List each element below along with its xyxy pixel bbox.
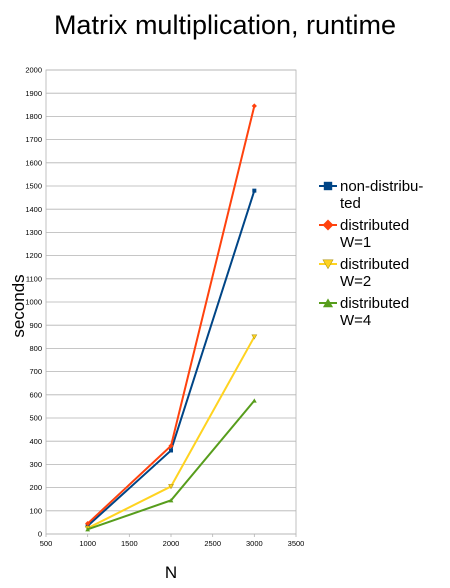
series-2	[85, 103, 257, 527]
data-point	[251, 103, 257, 109]
data-point	[168, 443, 174, 449]
y-tick-label: 2000	[25, 66, 42, 75]
series-line	[86, 190, 256, 527]
legend-item: distributed W=4	[318, 295, 448, 329]
legend-swatch	[319, 298, 337, 308]
y-tick-label: 900	[29, 321, 42, 330]
series-line	[86, 105, 256, 525]
data-point	[168, 498, 174, 503]
plot-area-border	[45, 69, 297, 535]
y-tick-label: 1900	[25, 89, 42, 98]
y-tick-label: 500	[29, 414, 42, 423]
legend-item: non-distribu-ted	[318, 178, 448, 212]
x-tick-label: 500	[40, 539, 53, 548]
y-tick-label: 200	[29, 483, 42, 492]
data-point	[251, 398, 257, 403]
y-tick-label: 1200	[25, 251, 42, 260]
x-tick-label: 3000	[246, 539, 263, 548]
legend-marker	[322, 219, 334, 231]
y-tick-label: 400	[29, 437, 42, 446]
legend: non-distribu-ted distributed W=1 distribute…	[318, 178, 448, 334]
legend-label: distributed	[340, 217, 410, 234]
legend-item: distributed W=1	[318, 217, 448, 251]
y-tick-label: 1600	[25, 158, 42, 167]
legend-label: W=4	[340, 312, 372, 329]
data-point	[85, 527, 91, 532]
y-tick-label: 1500	[25, 182, 42, 191]
y-axis-label: seconds	[9, 274, 28, 337]
x-tick-label: 2000	[163, 539, 180, 548]
y-tick-label: 1300	[25, 228, 42, 237]
legend-label: W=1	[340, 234, 372, 251]
y-tick-label: 1100	[26, 274, 42, 283]
legend-marker	[323, 181, 333, 191]
legend-item: distributed W=2	[318, 256, 448, 290]
data-point	[251, 334, 258, 340]
y-tick-label: 100	[29, 506, 42, 515]
axes: 0 100 200 300 400 500 600 700 800 900 1000 1100 1200…	[25, 66, 304, 548]
x-tick-label: 2500	[204, 539, 221, 548]
y-tick-label: 600	[29, 390, 42, 399]
y-tick-label: 700	[29, 367, 42, 376]
legend-swatch	[319, 259, 337, 270]
grid-lines	[46, 69, 296, 535]
legend-marker	[322, 259, 334, 270]
legend-label: distributed	[340, 256, 410, 273]
legend-label: ted	[340, 195, 361, 212]
legend-marker	[322, 298, 334, 308]
x-tick-label: 3500	[288, 539, 305, 548]
data-point	[169, 448, 173, 453]
y-tick-label: 800	[29, 344, 42, 353]
series-1	[85, 188, 257, 528]
data-point	[85, 520, 91, 527]
legend-label: non-distribu-	[340, 178, 424, 195]
legend-swatch	[319, 219, 337, 231]
data-point	[252, 188, 257, 193]
legend-label: distributed	[340, 295, 410, 312]
series-4	[85, 398, 257, 532]
y-tick-label: 1400	[25, 205, 42, 214]
legend-label: W=2	[340, 273, 372, 290]
data-point	[168, 484, 174, 490]
y-tick-label: 1000	[25, 298, 42, 307]
y-tick-label: 0	[38, 530, 42, 539]
legend-swatch	[319, 181, 337, 191]
x-axis-label: N	[165, 563, 177, 582]
series-group	[84, 103, 258, 532]
y-tick-label: 1700	[25, 135, 42, 144]
series-line	[87, 399, 256, 531]
y-tick-label: 300	[29, 460, 42, 469]
x-tick-label: 1500	[121, 539, 138, 548]
chart-title: Matrix multiplication, runtime	[53, 10, 397, 40]
x-tick-label: 1000	[79, 539, 96, 548]
y-tick-label: 1800	[25, 112, 42, 121]
